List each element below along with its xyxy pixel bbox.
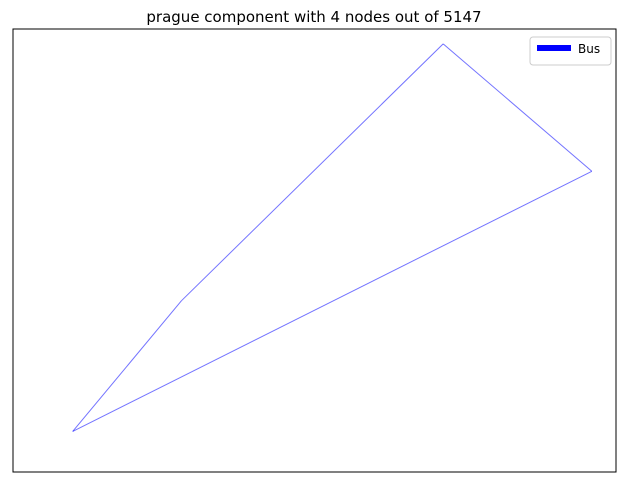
edge-bus-4 xyxy=(72,170,593,432)
legend-label-bus: Bus xyxy=(578,42,600,56)
plot-frame xyxy=(12,28,617,473)
edge-bus-3 xyxy=(442,43,593,172)
edges-layer xyxy=(72,43,593,432)
edge-bus-1 xyxy=(72,300,182,432)
edge-bus-2 xyxy=(181,43,444,302)
legend: Bus xyxy=(529,36,612,66)
chart-title: prague component with 4 nodes out of 514… xyxy=(146,8,481,26)
